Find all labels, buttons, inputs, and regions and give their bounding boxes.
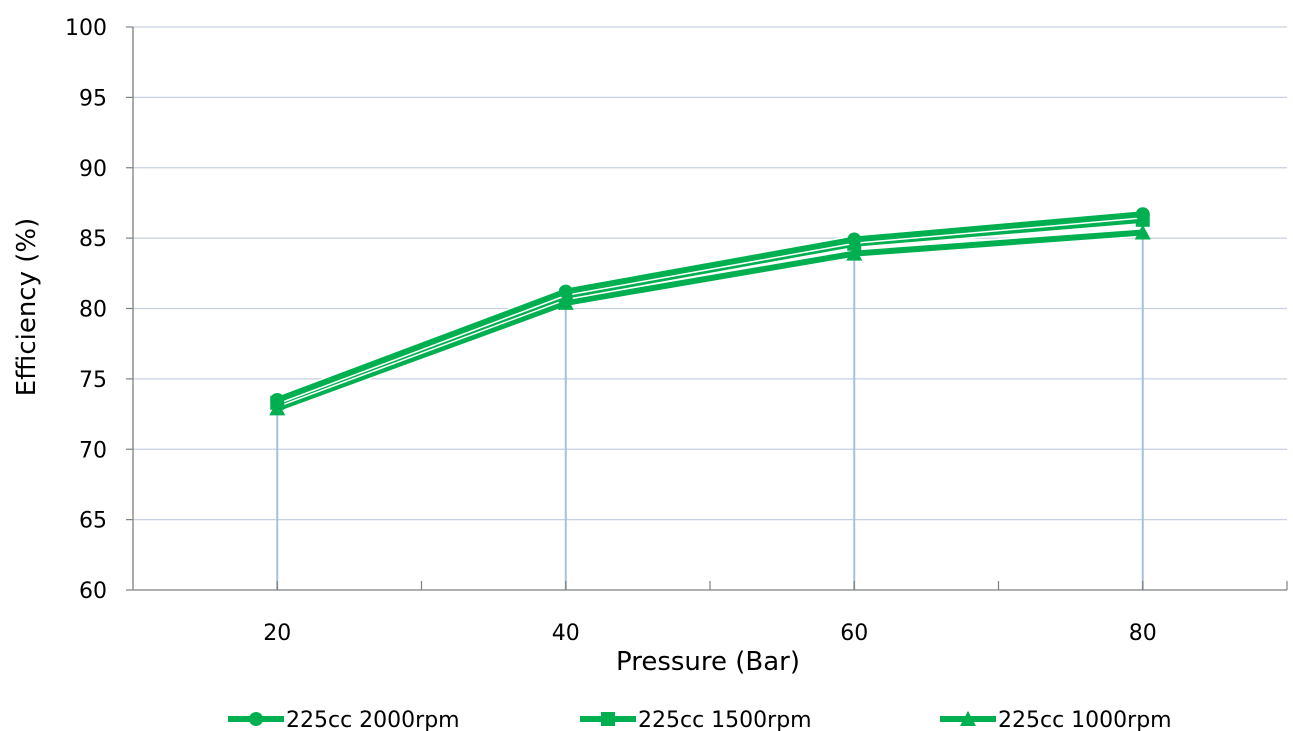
y-tick-labels: 60 65 70 75 80 85 90 95 100 — [65, 16, 107, 604]
y-tick-label-60: 60 — [79, 579, 107, 604]
series-1-point-40 — [558, 284, 573, 299]
series-1 — [270, 207, 1150, 407]
series-1-point-80 — [1135, 207, 1150, 222]
y-tick-label-80: 80 — [79, 298, 107, 323]
legend-item-3: 225cc 1000rpm — [940, 708, 1172, 731]
x-tick-label-20: 20 — [263, 621, 291, 646]
x-tick-label-40: 40 — [552, 621, 580, 646]
x-axis-title: Pressure (Bar) — [616, 647, 800, 677]
y-tick-label-95: 95 — [79, 86, 107, 111]
x-tick-label-80: 80 — [1129, 621, 1157, 646]
legend-item-1: 225cc 2000rpm — [228, 708, 460, 731]
legend-swatch-marker-2 — [601, 712, 615, 726]
y-tick-label-85: 85 — [79, 227, 107, 252]
series-2-outline — [275, 215, 1144, 408]
x-tick-label-60: 60 — [840, 621, 868, 646]
series-3-line — [276, 229, 1143, 412]
legend-item-2: 225cc 1500rpm — [580, 708, 812, 731]
y-tick-label-100: 100 — [65, 16, 107, 41]
legend-label-2: 225cc 1500rpm — [638, 708, 812, 731]
y-axis-title: Efficiency (%) — [12, 218, 42, 397]
drop-lines — [276, 214, 1144, 590]
series-1-point-60 — [847, 232, 862, 247]
y-tick-label-70: 70 — [79, 438, 107, 463]
legend-label-3: 225cc 1000rpm — [998, 708, 1172, 731]
series-3 — [269, 224, 1151, 416]
series-3-outline — [275, 228, 1144, 413]
y-tick-label-65: 65 — [79, 509, 107, 534]
series-1-line — [276, 211, 1144, 403]
series-2-line — [276, 216, 1143, 406]
legend-swatch-marker-3 — [960, 711, 976, 726]
legend-label-1: 225cc 2000rpm — [286, 708, 460, 731]
y-tick-label-90: 90 — [79, 157, 107, 182]
legend-swatch-marker-1 — [249, 712, 263, 726]
series-group — [269, 207, 1151, 416]
x-tick-labels: 20 40 60 80 — [263, 621, 1157, 646]
series-1-point-20 — [270, 392, 285, 407]
y-tick-label-75: 75 — [79, 368, 107, 393]
series-3-point-60 — [846, 245, 863, 261]
series-3-point-80 — [1134, 224, 1151, 240]
legend: 225cc 2000rpm 225cc 1500rpm 225cc 1000rpm — [228, 708, 1172, 731]
axes — [126, 26, 1288, 591]
